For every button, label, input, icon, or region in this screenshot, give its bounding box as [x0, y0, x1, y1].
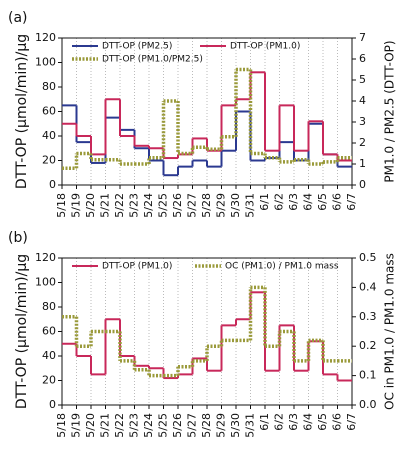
x-tick-label: 6/5: [316, 193, 329, 211]
x-tick-label: 6/2: [273, 193, 286, 211]
y-axis-label: DTT-OP (μmol/min)/μg: [14, 254, 30, 409]
x-tick-label: 5/18: [55, 193, 68, 218]
y2-tick-label: 2: [359, 136, 366, 149]
legend-label: DTT-OP (PM2.5): [102, 42, 172, 52]
x-tick-label: 5/31: [244, 193, 257, 218]
y-tick-label: 100: [35, 56, 56, 69]
x-tick-label: 5/19: [70, 413, 83, 438]
y2-tick-label: 5: [359, 73, 366, 86]
y-tick-label: 20: [42, 154, 56, 167]
y2-tick-label: 6: [359, 52, 366, 65]
x-tick-label: 6/1: [258, 413, 271, 431]
plot-frame: [61, 37, 353, 186]
x-tick-label: 5/20: [84, 413, 97, 438]
x-tick-label: 5/25: [157, 193, 170, 218]
y2-tick-label: 0.3: [359, 310, 377, 323]
x-tick-label: 5/26: [171, 193, 184, 218]
y-tick-label: 80: [42, 300, 56, 313]
x-tick-label: 6/6: [331, 413, 344, 431]
x-tick-label: 5/20: [84, 193, 97, 218]
panel-label: (b): [8, 230, 28, 246]
legend-label: DTT-OP (PM1.0): [230, 42, 300, 52]
legend-label: DTT-OP (PM1.0/PM2.5): [102, 55, 203, 65]
panel-label: (a): [8, 10, 28, 26]
x-tick-label: 6/3: [287, 193, 300, 211]
y2-tick-label: 0.2: [359, 339, 377, 352]
y2-tick-label: 0.0: [359, 398, 377, 411]
x-tick-label: 5/25: [157, 413, 170, 438]
x-tick-label: 5/19: [70, 193, 83, 218]
y2-axis-label: PM1.0 / PM2.5 (DTT-OP): [383, 40, 397, 182]
x-tick-label: 6/4: [302, 193, 315, 211]
y2-tick-label: 4: [359, 94, 366, 107]
x-tick-label: 6/7: [345, 193, 358, 211]
x-tick-label: 5/31: [244, 413, 257, 438]
x-tick-label: 5/26: [171, 413, 184, 438]
x-tick-label: 5/30: [229, 193, 242, 218]
x-tick-label: 5/18: [55, 413, 68, 438]
plot-frame: [61, 257, 353, 406]
x-tick-label: 6/4: [302, 413, 315, 431]
y-tick-label: 60: [42, 325, 56, 338]
y-tick-label: 80: [42, 80, 56, 93]
x-tick-label: 6/2: [273, 413, 286, 431]
y2-tick-label: 1: [359, 157, 366, 170]
x-tick-label: 5/24: [142, 193, 155, 218]
x-tick-label: 5/27: [186, 413, 199, 438]
x-tick-label: 5/29: [215, 193, 228, 218]
x-tick-label: 5/28: [200, 193, 213, 218]
x-tick-label: 6/3: [287, 413, 300, 431]
x-tick-label: 5/29: [215, 413, 228, 438]
y2-axis-label: OC in PM1.0 / PM1.0 mass: [383, 253, 397, 410]
y-tick-label: 0: [49, 398, 56, 411]
y-tick-label: 60: [42, 105, 56, 118]
y2-tick-label: 0.5: [359, 251, 377, 264]
y2-tick-label: 7: [359, 31, 366, 44]
y-tick-label: 40: [42, 349, 56, 362]
x-tick-label: 6/6: [331, 193, 344, 211]
y-tick-label: 100: [35, 276, 56, 289]
y-tick-label: 120: [35, 31, 56, 44]
y2-tick-label: 0.1: [359, 369, 377, 382]
x-tick-label: 5/21: [99, 193, 112, 218]
x-tick-label: 5/23: [128, 193, 141, 218]
x-tick-label: 6/1: [258, 193, 271, 211]
x-tick-label: 5/23: [128, 413, 141, 438]
x-tick-label: 6/5: [316, 413, 329, 431]
y-tick-label: 0: [49, 178, 56, 191]
y2-tick-label: 0: [359, 178, 366, 191]
x-tick-label: 5/24: [142, 413, 155, 438]
x-tick-label: 6/7: [345, 413, 358, 431]
legend-label: DTT-OP (PM1.0): [102, 262, 172, 272]
x-tick-label: 5/28: [200, 413, 213, 438]
y2-tick-label: 0.4: [359, 280, 377, 293]
y-tick-label: 120: [35, 251, 56, 264]
y-axis-label: DTT-OP (μmol/min)/μg: [14, 34, 30, 189]
y-tick-label: 20: [42, 374, 56, 387]
legend-label: OC (PM1.0) / PM1.0 mass: [225, 262, 339, 272]
x-tick-label: 5/21: [99, 413, 112, 438]
y2-tick-label: 3: [359, 115, 366, 128]
x-tick-label: 5/22: [113, 193, 126, 218]
x-tick-label: 5/30: [229, 413, 242, 438]
x-tick-label: 5/22: [113, 413, 126, 438]
x-tick-label: 5/27: [186, 193, 199, 218]
y-tick-label: 40: [42, 129, 56, 142]
